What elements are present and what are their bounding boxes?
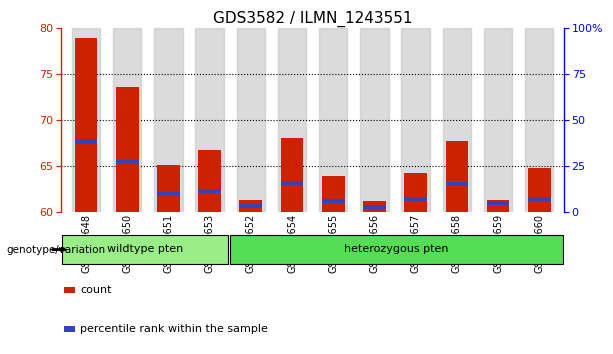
Bar — [75, 139, 97, 144]
Bar — [113, 28, 142, 212]
Bar — [281, 181, 303, 185]
Bar — [75, 38, 97, 212]
Bar — [443, 28, 471, 212]
Title: GDS3582 / ILMN_1243551: GDS3582 / ILMN_1243551 — [213, 11, 413, 27]
Bar — [116, 160, 139, 164]
Bar — [240, 204, 262, 208]
Bar — [72, 28, 101, 212]
Text: count: count — [80, 285, 112, 295]
Bar — [157, 192, 180, 196]
Bar — [157, 165, 180, 212]
Bar — [360, 28, 389, 212]
Text: heterozygous pten: heterozygous pten — [344, 244, 449, 254]
Bar — [322, 199, 345, 204]
Bar — [487, 201, 509, 205]
Text: genotype/variation: genotype/variation — [6, 245, 105, 255]
Bar — [528, 168, 550, 212]
Bar — [525, 28, 554, 212]
Text: wildtype pten: wildtype pten — [107, 244, 183, 254]
Bar — [198, 189, 221, 193]
Bar — [484, 28, 512, 212]
Bar — [281, 138, 303, 212]
Bar — [322, 176, 345, 212]
Bar — [363, 205, 386, 209]
Bar — [237, 28, 265, 212]
Bar — [62, 235, 228, 264]
Bar — [230, 235, 563, 264]
Bar — [402, 28, 430, 212]
Bar — [405, 196, 427, 201]
Bar — [116, 87, 139, 212]
Bar — [405, 173, 427, 212]
Bar — [198, 150, 221, 212]
Bar — [154, 28, 183, 212]
Bar — [446, 182, 468, 186]
Bar — [196, 28, 224, 212]
Bar — [528, 196, 550, 201]
Bar — [363, 201, 386, 212]
Bar — [319, 28, 348, 212]
Text: percentile rank within the sample: percentile rank within the sample — [80, 324, 268, 334]
Bar — [278, 28, 306, 212]
Bar — [487, 200, 509, 212]
Bar — [446, 141, 468, 212]
Bar — [240, 200, 262, 212]
